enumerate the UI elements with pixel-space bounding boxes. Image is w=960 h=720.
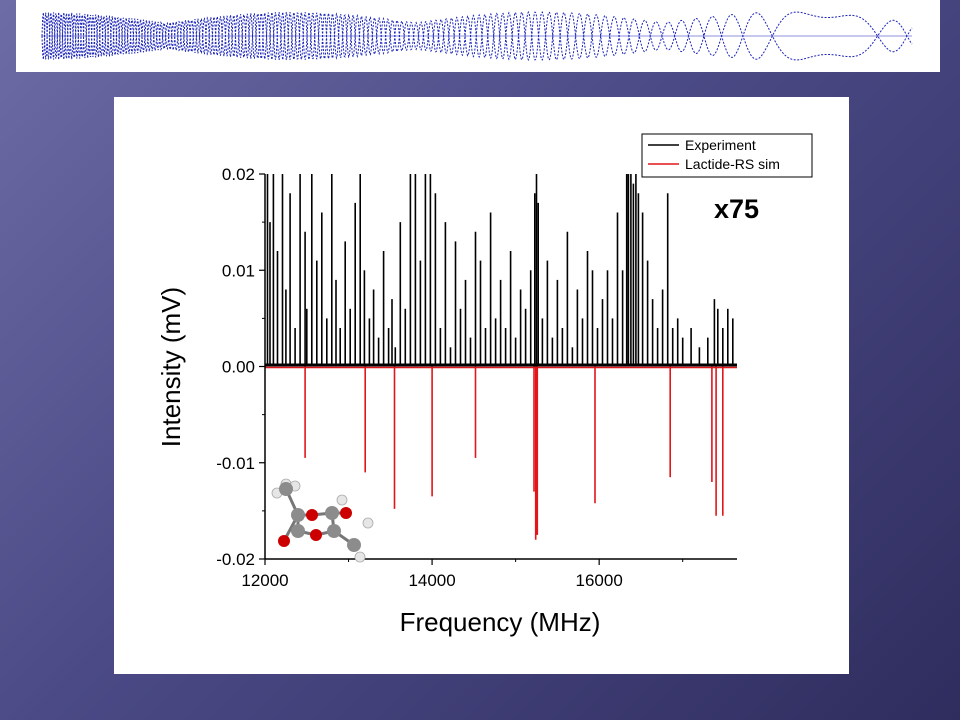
waveform-trace (41, 10, 913, 61)
x-tick-label: 14000 (408, 571, 455, 590)
waveform-trace (41, 11, 913, 62)
experiment-series (265, 174, 737, 367)
legend-box (641, 133, 813, 178)
y-tick-label: 0.00 (222, 358, 255, 377)
spectrum-chart: 0.02 0.01 0.00 -0.01 -0.02 12000 14000 16000 In… (156, 133, 813, 637)
legend-label-experiment: Experiment (685, 137, 756, 153)
y-tick-label: -0.01 (216, 454, 255, 473)
waveform-icon (41, 10, 913, 62)
chart-ticks: 0.02 0.01 0.00 -0.01 -0.02 12000 14000 16000 (216, 165, 684, 590)
y-tick-label: -0.02 (216, 550, 255, 569)
lactide-molecule-icon (271, 478, 374, 563)
y-axis-label: Intensity (mV) (156, 287, 186, 447)
y-tick-label: 0.02 (222, 165, 255, 184)
legend: Experiment Lactide-RS sim (641, 133, 813, 178)
legend-label-simulation: Lactide-RS sim (685, 156, 780, 172)
x-axis-label: Frequency (MHz) (400, 607, 601, 637)
x-tick-label: 16000 (576, 571, 623, 590)
waveform-banner (16, 0, 940, 72)
simulation-series (265, 366, 737, 540)
spectrum-chart-panel: 0.02 0.01 0.00 -0.01 -0.02 12000 14000 16000 In… (114, 97, 849, 674)
y-tick-label: 0.01 (222, 261, 255, 280)
scale-annotation: x75 (714, 194, 759, 224)
x-tick-label: 12000 (241, 571, 288, 590)
